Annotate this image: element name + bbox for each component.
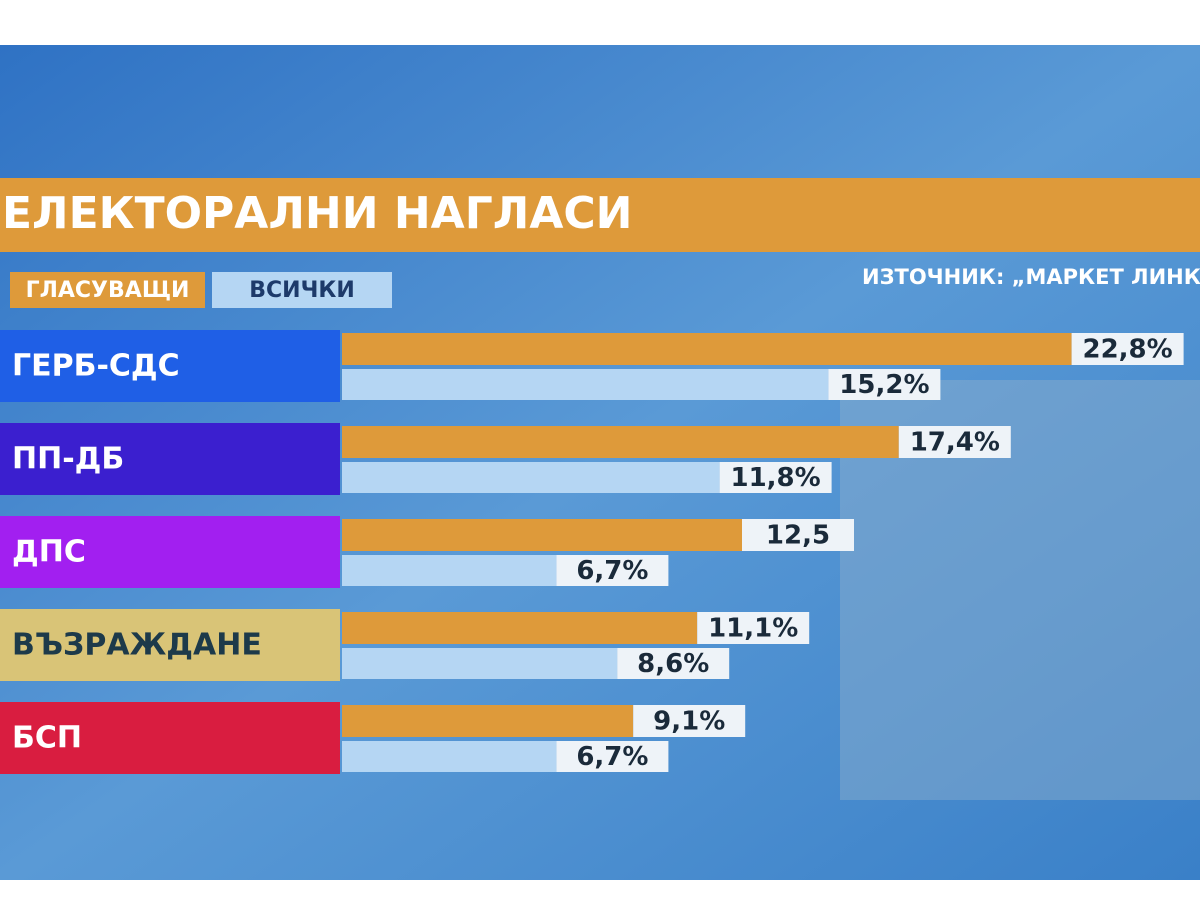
value-label-box bbox=[556, 555, 669, 586]
value-label-box bbox=[617, 648, 730, 679]
category-label: ДПС bbox=[12, 535, 86, 570]
category-label: ГЕРБ-СДС bbox=[12, 349, 180, 384]
bar bbox=[342, 462, 720, 493]
value-label-box bbox=[1071, 333, 1184, 365]
category-label: БСП bbox=[12, 721, 82, 756]
bar bbox=[342, 741, 557, 772]
category-box bbox=[0, 702, 340, 774]
value-label-box bbox=[898, 426, 1011, 458]
legend-swatch bbox=[212, 272, 392, 308]
legend-label: ВСИЧКИ bbox=[249, 278, 355, 303]
legend-swatch bbox=[10, 272, 205, 308]
value-label-box bbox=[742, 519, 854, 551]
category-box bbox=[0, 423, 340, 495]
value-label: 12,5 bbox=[766, 521, 830, 551]
title-bar bbox=[0, 178, 1200, 252]
value-label-box bbox=[697, 612, 810, 644]
bar bbox=[342, 648, 618, 679]
legend-label: ГЛАСУВАЩИ bbox=[26, 278, 190, 303]
category-box bbox=[0, 516, 340, 588]
value-label-box bbox=[828, 369, 941, 400]
bar bbox=[342, 555, 557, 586]
value-label: 11,1% bbox=[708, 614, 798, 644]
value-label: 8,6% bbox=[637, 649, 709, 679]
bar bbox=[342, 705, 634, 737]
source: ИЗТОЧНИК: „МАРКЕТ ЛИНКС bbox=[862, 265, 1200, 289]
bar bbox=[342, 369, 829, 400]
bar bbox=[342, 519, 742, 551]
value-label-box bbox=[633, 705, 746, 737]
value-label: 6,7% bbox=[576, 742, 648, 772]
value-label: 17,4% bbox=[910, 428, 1000, 458]
value-label: 9,1% bbox=[653, 707, 725, 737]
value-label: 22,8% bbox=[1082, 335, 1172, 365]
value-label: 6,7% bbox=[576, 556, 648, 586]
value-label-box bbox=[719, 462, 832, 493]
category-label: ВЪЗРАЖДАНЕ bbox=[12, 628, 262, 663]
value-label: 15,2% bbox=[839, 370, 929, 400]
bar bbox=[342, 426, 899, 458]
value-label: 11,8% bbox=[730, 463, 820, 493]
bar bbox=[342, 333, 1072, 365]
category-label: ПП-ДБ bbox=[12, 442, 124, 477]
category-box bbox=[0, 330, 340, 402]
chart-title: ЕЛЕКТОРАЛНИ НАГЛАСИ bbox=[2, 188, 632, 239]
category-box bbox=[0, 609, 340, 681]
bar bbox=[342, 612, 698, 644]
value-label-box bbox=[556, 741, 669, 772]
